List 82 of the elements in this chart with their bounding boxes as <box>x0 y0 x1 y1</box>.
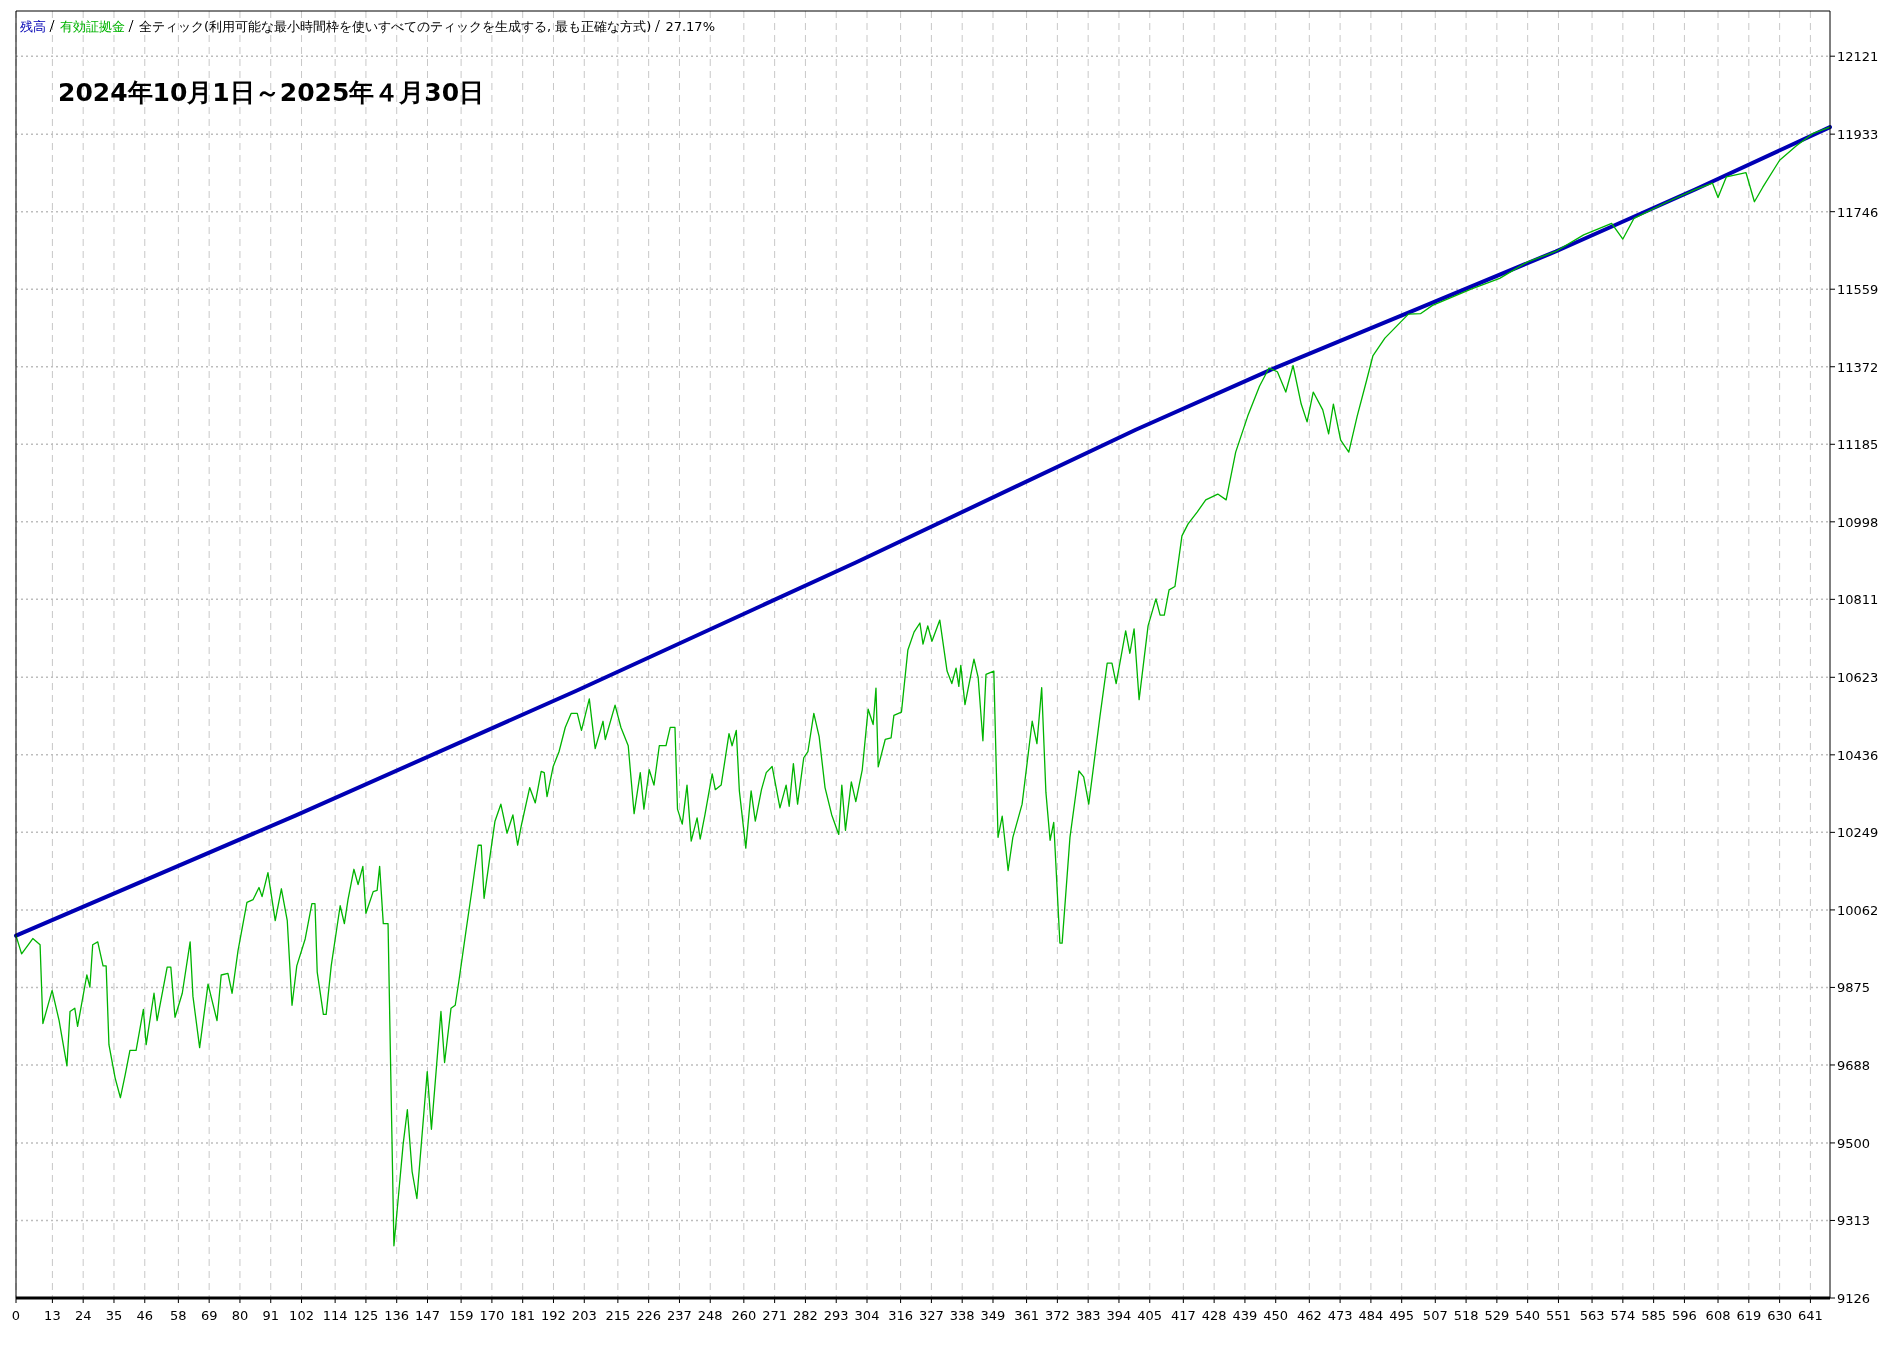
x-tick-label: 125 <box>353 1308 379 1323</box>
x-tick-label: 450 <box>1263 1308 1289 1323</box>
y-tick-label: 10998 <box>1837 514 1879 530</box>
text: 残高 <box>20 19 46 34</box>
x-tick-label: 540 <box>1515 1308 1541 1323</box>
x-tick-label: 35 <box>105 1308 123 1323</box>
x-tick-label: 574 <box>1610 1308 1636 1323</box>
x-tick-label: 215 <box>605 1308 631 1323</box>
x-tick-label: 338 <box>949 1308 975 1323</box>
y-tick-label: 10811 <box>1837 592 1879 608</box>
x-tick-label: 473 <box>1327 1308 1353 1323</box>
x-tick-label: 563 <box>1579 1308 1605 1323</box>
x-tick-label: 24 <box>74 1308 92 1323</box>
y-tick-label: 9313 <box>1837 1213 1871 1229</box>
x-tick-label: 181 <box>510 1308 536 1323</box>
x-tick-label: 518 <box>1453 1308 1479 1323</box>
line-series <box>14 125 1832 938</box>
x-tick-label: 114 <box>322 1308 348 1323</box>
x-tick-label: 417 <box>1170 1308 1196 1323</box>
x-tick-label: 608 <box>1705 1308 1731 1323</box>
y-tick-label: 10436 <box>1837 747 1879 763</box>
y-tick-label: 11933 <box>1837 127 1879 143</box>
y-tick-label: 11185 <box>1837 437 1879 453</box>
y-tick-label: 9126 <box>1837 1291 1871 1306</box>
text: 有効証拠金 <box>60 19 125 34</box>
x-tick-label: 271 <box>762 1308 788 1323</box>
x-tick-label: 641 <box>1797 1308 1823 1323</box>
x-tick-label: 372 <box>1044 1308 1070 1323</box>
x-tick-label: 495 <box>1389 1308 1415 1323</box>
x-tick-label: 147 <box>415 1308 440 1323</box>
x-tick-label: 405 <box>1137 1308 1163 1323</box>
x-tick-label: 237 <box>667 1308 692 1323</box>
y-tick-label: 9500 <box>1837 1135 1871 1151</box>
text: 2024年10月1日～2025年４月30日 <box>58 78 485 107</box>
x-tick-label: 0 <box>11 1308 21 1323</box>
annotation: 27.17% <box>665 19 715 34</box>
y-tick-label: 9688 <box>1837 1057 1871 1073</box>
x-tick-label: 383 <box>1075 1308 1101 1323</box>
x-tick-label: 439 <box>1232 1308 1258 1323</box>
x-tick-label: 394 <box>1106 1308 1132 1323</box>
x-tick-label: 585 <box>1641 1308 1667 1323</box>
x-tick-label: 304 <box>854 1308 880 1323</box>
x-tick-label: 91 <box>262 1308 280 1323</box>
x-tick-label: 192 <box>541 1308 566 1323</box>
x-tick-label: 596 <box>1672 1308 1697 1323</box>
x-tick-label: 102 <box>289 1308 314 1323</box>
y-tick-label: 12121 <box>1837 49 1879 65</box>
y-tick-label: 11746 <box>1837 204 1879 220</box>
x-tick-label: 80 <box>231 1308 249 1323</box>
x-tick-label: 260 <box>731 1308 757 1323</box>
x-tick-label: 136 <box>384 1308 410 1323</box>
y-tick-label: 9875 <box>1837 980 1871 996</box>
x-tick-label: 630 <box>1767 1308 1793 1323</box>
x-tick-label: 203 <box>571 1308 597 1323</box>
x-tick-label: 327 <box>918 1308 944 1323</box>
x-tick-label: 58 <box>170 1308 187 1323</box>
y-tick-label: 10623 <box>1837 670 1879 686</box>
y-tick-label: 10062 <box>1837 902 1879 918</box>
x-tick-label: 46 <box>136 1308 154 1323</box>
x-tick-label: 69 <box>200 1308 218 1323</box>
y-tick-label: 10249 <box>1837 825 1879 841</box>
x-tick-label: 551 <box>1546 1308 1571 1323</box>
x-tick-label: 484 <box>1358 1308 1384 1323</box>
x-tick-label: 13 <box>44 1308 61 1323</box>
x-tick-label: 361 <box>1014 1308 1039 1323</box>
x-tick-label: 293 <box>823 1308 849 1323</box>
x-tick-label: 316 <box>888 1308 914 1323</box>
x-tick-label: 248 <box>697 1308 723 1323</box>
y-tick-label: 11372 <box>1837 359 1879 375</box>
x-tick-label: 428 <box>1201 1308 1227 1323</box>
line-series <box>15 126 1831 1247</box>
x-tick-label: 159 <box>448 1308 474 1323</box>
x-tick-label: 462 <box>1296 1308 1322 1323</box>
x-tick-label: 170 <box>479 1308 505 1323</box>
x-tick-label: 529 <box>1484 1308 1510 1323</box>
x-tick-label: 349 <box>980 1308 1006 1323</box>
x-tick-label: 282 <box>793 1308 818 1323</box>
y-tick-label: 11559 <box>1837 282 1879 298</box>
x-tick-label: 507 <box>1422 1308 1448 1323</box>
x-tick-label: 226 <box>636 1308 662 1323</box>
text: 全ティック(利用可能な最小時間枠を使いすべてのティックを生成する, 最も正確な方式) <box>139 19 652 34</box>
x-tick-label: 619 <box>1736 1308 1762 1323</box>
